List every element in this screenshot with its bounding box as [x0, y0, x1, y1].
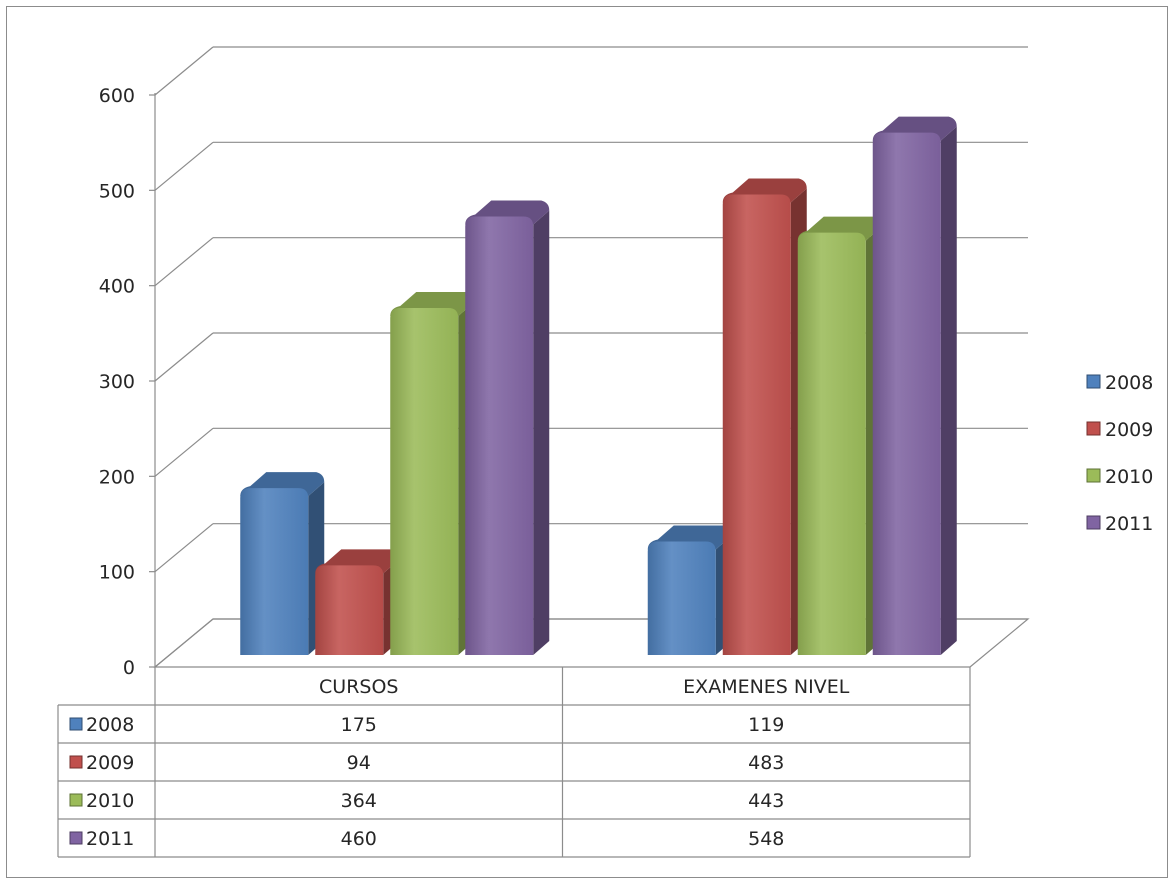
- row-label: 2011: [86, 828, 134, 850]
- chart-area: [6, 6, 1168, 878]
- legend-key-2008: [69, 717, 83, 731]
- table-cell-value: 119: [748, 714, 784, 736]
- bar-2009-0: [315, 549, 400, 655]
- bar-2008-1: [647, 525, 732, 655]
- y-tick-label: 600: [99, 85, 135, 107]
- legend-key-2010: [69, 793, 83, 807]
- bars: [240, 116, 957, 656]
- bar-front: [315, 565, 384, 655]
- table-cell-value: 483: [748, 752, 784, 774]
- legend-label: 2008: [1105, 372, 1153, 394]
- row-label: 2010: [86, 790, 134, 812]
- bar-2010-0: [390, 291, 475, 655]
- legend-label: 2009: [1105, 419, 1153, 441]
- legend-swatch-2008: [1086, 374, 1101, 389]
- table-cell-value: 548: [748, 828, 784, 850]
- gridline-depth: [154, 332, 214, 382]
- gridline-depth: [154, 237, 214, 287]
- legend-label: 2011: [1105, 513, 1153, 535]
- bar-front: [722, 194, 791, 656]
- bar-front: [797, 232, 866, 655]
- bar-front: [872, 132, 941, 655]
- category-label: EXAMENES NIVEL: [683, 676, 850, 698]
- data-table: CURSOS EXAMENES NIVEL 2008 175 119 2009 94 483 2…: [57, 667, 971, 858]
- legend: 2008 2009 2010 2011: [1086, 372, 1153, 535]
- gridline-depth: [154, 427, 214, 477]
- legend-swatch-2009: [1086, 421, 1101, 436]
- legend-swatch-2010: [1086, 468, 1101, 483]
- table-cell-value: 175: [341, 714, 377, 736]
- legend-key-2009: [69, 755, 83, 769]
- table-cell-value: 364: [341, 790, 377, 812]
- bar-side: [533, 210, 550, 655]
- legend-swatch-2011: [1086, 515, 1101, 530]
- gridline-depth: [154, 141, 214, 191]
- gridline-depth: [154, 523, 214, 573]
- table-cell-value: 94: [347, 752, 371, 774]
- bar-2008-0: [240, 472, 325, 655]
- y-tick-label: 300: [99, 371, 135, 393]
- y-tick-label: 400: [99, 276, 135, 298]
- bar-2011-0: [465, 200, 550, 655]
- bar-front: [465, 216, 534, 655]
- bar-front: [240, 488, 309, 655]
- y-tick-label: 200: [99, 466, 135, 488]
- bar-2009-1: [722, 178, 807, 656]
- table-cell-value: 443: [748, 790, 784, 812]
- y-tick-label: 500: [99, 180, 135, 202]
- y-tick-label: 0: [123, 657, 135, 679]
- chart-floor: [153, 618, 1030, 668]
- table-cell-value: 460: [341, 828, 377, 850]
- bar-2011-1: [872, 116, 957, 655]
- legend-key-2011: [69, 831, 83, 845]
- row-label: 2009: [86, 752, 134, 774]
- bar-front: [647, 541, 716, 655]
- bar-side: [940, 126, 957, 655]
- bar-2010-1: [797, 216, 882, 655]
- gridline-depth: [154, 46, 214, 96]
- y-tick-label: 100: [99, 562, 135, 584]
- bar-front: [390, 307, 459, 655]
- row-label: 2008: [86, 714, 134, 736]
- category-label: CURSOS: [319, 676, 398, 698]
- legend-label: 2010: [1105, 466, 1153, 488]
